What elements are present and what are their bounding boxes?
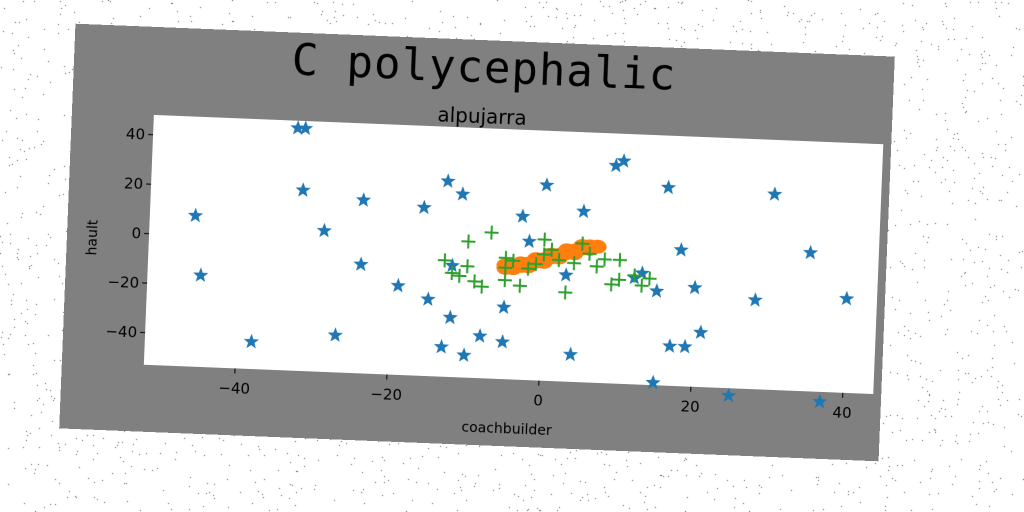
series-2-point-12 <box>512 278 527 293</box>
series-0-point-3 <box>193 267 209 283</box>
y-tick-label-4: 40 <box>126 125 146 144</box>
y-tick-label-1: −20 <box>107 273 139 292</box>
x-tick-label-2: 0 <box>533 391 543 409</box>
series-2-point-16 <box>536 247 552 262</box>
series-0-point-0 <box>290 120 306 135</box>
series-0-point-7 <box>327 327 343 342</box>
series-0-point-4 <box>243 333 260 349</box>
y-tick-label-2: 0 <box>131 224 141 242</box>
x-tick-label-1: −20 <box>370 385 402 404</box>
series-1-point-21 <box>557 243 576 258</box>
series-2-point-26 <box>612 272 627 287</box>
series-2-point-2 <box>452 268 467 283</box>
series-0-point-35 <box>662 338 678 353</box>
series-0-point-23 <box>521 233 537 249</box>
series-2-point-20 <box>567 256 582 271</box>
series-2-point-29 <box>634 278 649 293</box>
series-2-point-1 <box>444 266 459 281</box>
series-0-point-44 <box>812 393 828 409</box>
series-1-point-24 <box>588 239 607 254</box>
series-0-point-22 <box>515 208 531 224</box>
series-2-point-11 <box>506 253 521 268</box>
series-0-point-10 <box>390 277 406 293</box>
series-2-point-24 <box>597 252 612 267</box>
series-0-point-19 <box>472 328 488 343</box>
series-0-point-28 <box>608 157 624 173</box>
series-0-point-12 <box>420 291 436 306</box>
series-0-point-6 <box>316 222 332 238</box>
plot-canvas: −40 −20 0 20 40 −40 −20 0 20 40 coachbuilder haul… <box>84 114 884 440</box>
x-tick-label-4: 40 <box>832 403 852 422</box>
series-0-point-39 <box>693 324 709 340</box>
series-0-point-26 <box>562 346 579 362</box>
series-0-point-42 <box>767 186 783 201</box>
series-0-point-8 <box>356 192 372 207</box>
series-0-point-9 <box>353 256 369 272</box>
series-0-point-25 <box>558 267 574 282</box>
series-0-point-24 <box>539 177 555 192</box>
series-2-point-15 <box>537 232 552 247</box>
series-0-point-34 <box>645 374 661 390</box>
series-0-point-11 <box>416 199 432 215</box>
series-0-point-40 <box>721 387 737 403</box>
series-0-point-38 <box>687 279 703 295</box>
series-0-point-13 <box>440 173 456 188</box>
series-0-point-45 <box>839 290 855 306</box>
series-2-point-14 <box>528 257 544 272</box>
series-0-point-20 <box>496 299 512 315</box>
series-2-point-7 <box>484 225 499 240</box>
series-0-point-29 <box>616 153 632 168</box>
series-0-point-27 <box>576 203 592 219</box>
series-0-point-15 <box>442 309 458 325</box>
series-2-point-3 <box>460 259 475 274</box>
series-2-point-13 <box>521 261 536 276</box>
series-2-point-10 <box>497 273 512 288</box>
series-0-point-33 <box>660 179 677 195</box>
x-axis-label: coachbuilder <box>461 420 552 440</box>
series-2-point-22 <box>582 246 597 261</box>
series-2-point-25 <box>604 277 619 292</box>
chart-marks <box>187 120 855 409</box>
series-0-point-14 <box>433 338 450 354</box>
series-0-point-41 <box>747 292 763 307</box>
series-0-point-36 <box>673 242 689 257</box>
y-axis-label: hault <box>84 219 101 256</box>
series-0-point-43 <box>802 244 819 260</box>
series-2-point-21 <box>575 236 590 251</box>
series-2-point-19 <box>558 285 573 300</box>
series-2-point-5 <box>467 274 482 289</box>
series-2-point-28 <box>627 268 642 283</box>
series-2-point-9 <box>498 260 513 275</box>
axis-ticks: −40 −20 0 20 40 −40 −20 0 20 40 <box>105 125 852 423</box>
y-tick-label-0: −40 <box>105 322 137 341</box>
series-0-point-5 <box>295 182 311 197</box>
series-0-point-16 <box>444 257 460 273</box>
series-2-point-18 <box>551 252 567 268</box>
x-tick-label-0: −40 <box>218 379 250 398</box>
series-0-point-37 <box>677 338 693 354</box>
series-0-point-17 <box>455 186 471 201</box>
series-0-point-1 <box>298 120 314 136</box>
x-tick-label-3: 20 <box>680 397 700 416</box>
series-2-point-4 <box>461 234 476 249</box>
series-0-point-32 <box>649 283 665 298</box>
y-tick-label-3: 20 <box>124 174 144 193</box>
series-2-point-17 <box>544 242 559 257</box>
series-2-point-27 <box>612 252 627 268</box>
series-0-point-2 <box>187 207 204 223</box>
series-0-point-21 <box>494 334 511 349</box>
series-2-point-0 <box>437 253 452 268</box>
series-2-point-30 <box>642 271 657 286</box>
figure-panel: C polycephalic alpujarra −40 −20 0 20 40 −40−… <box>59 23 895 462</box>
series-2-point-23 <box>589 259 604 274</box>
series-2-point-6 <box>474 279 489 294</box>
series-0-point-18 <box>456 347 472 362</box>
